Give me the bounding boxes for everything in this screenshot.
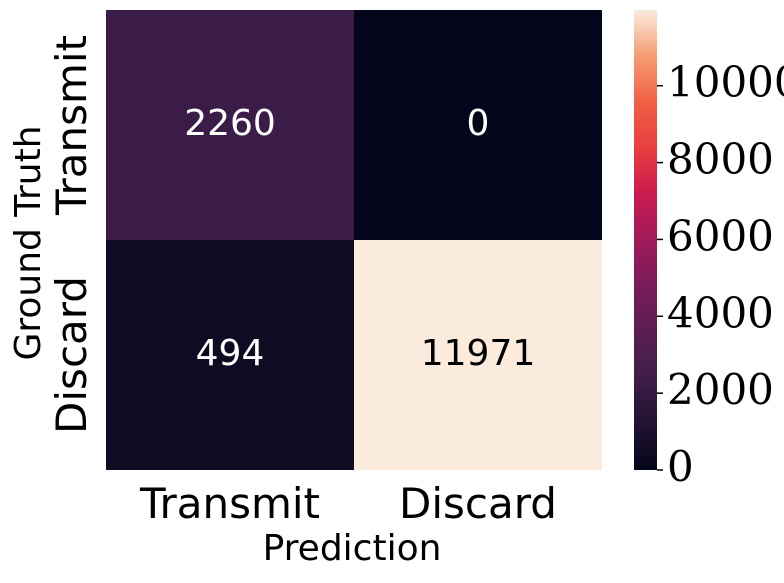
x-tick-label-transmit: Transmit	[139, 479, 320, 528]
colorbar	[634, 10, 657, 470]
y-axis-label: Ground Truth	[8, 125, 49, 360]
heatmap-cell-0-1	[354, 10, 602, 240]
y-tick-label-discard: Discard	[47, 276, 96, 434]
heatmap-cell-1-1	[354, 240, 602, 470]
x-tick-label-discard: Discard	[399, 479, 557, 528]
cell-value-0-0: 2260	[184, 103, 276, 144]
colorbar-tick-label-4000: 4000	[667, 288, 774, 337]
heatmap-cells	[106, 10, 602, 470]
colorbar-tick-label-2000: 2000	[667, 365, 774, 414]
heatmap-cell-0-0	[106, 10, 354, 240]
colorbar-tick-label-0: 0	[667, 442, 694, 491]
cell-value-1-0: 494	[196, 333, 265, 374]
cell-value-labels: 2260 0 494 11971	[184, 103, 535, 374]
y-tick-labels: Transmit Discard	[47, 35, 96, 434]
colorbar-tick-label-8000: 8000	[667, 135, 774, 184]
cell-value-1-1: 11971	[421, 333, 536, 374]
colorbar-tick-label-6000: 6000	[667, 211, 774, 260]
x-tick-labels: Transmit Discard	[139, 479, 557, 528]
cell-value-0-1: 0	[467, 103, 490, 144]
y-tick-label-transmit: Transmit	[47, 35, 96, 216]
heatmap-cell-1-0	[106, 240, 354, 470]
colorbar-ticks: 0 2000 4000 6000 8000 10000	[657, 58, 784, 491]
x-axis-label: Prediction	[263, 528, 442, 569]
colorbar-tick-label-10000: 10000	[667, 58, 784, 107]
